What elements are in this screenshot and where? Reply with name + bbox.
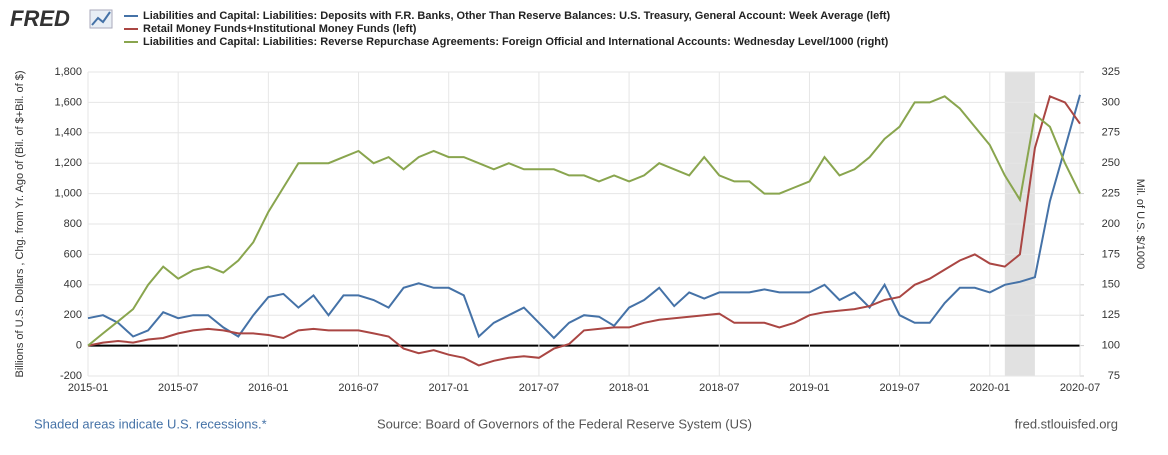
y2-tick-label: 300 xyxy=(1102,96,1120,108)
x-tick-label: 2017-01 xyxy=(429,382,469,394)
x-tick-label: 2020-01 xyxy=(970,382,1010,394)
y-tick-label: 1,200 xyxy=(54,157,82,169)
x-tick-label: 2018-07 xyxy=(699,382,739,394)
x-tick-label: 2016-07 xyxy=(338,382,378,394)
y2-tick-label: 200 xyxy=(1102,218,1120,230)
y-tick-label: 600 xyxy=(64,248,82,260)
y-tick-label: 200 xyxy=(64,309,82,321)
series-line xyxy=(87,94,1081,340)
y2-tick-label: 175 xyxy=(1102,248,1120,260)
y2-tick-label: 100 xyxy=(1102,340,1120,352)
y2-tick-label: 325 xyxy=(1102,66,1120,78)
x-tick-label: 2018-01 xyxy=(609,382,649,394)
logo: FRED xyxy=(10,6,70,31)
recession-note[interactable]: Shaded areas indicate U.S. recessions.* xyxy=(34,416,267,431)
y2-tick-label: 150 xyxy=(1102,279,1120,291)
y-tick-label: -200 xyxy=(60,370,82,382)
x-tick-label: 2019-07 xyxy=(879,382,919,394)
x-tick-label: 2020-07 xyxy=(1060,382,1100,394)
logo-icon xyxy=(89,9,113,29)
y-tick-label: 800 xyxy=(64,218,82,230)
site: fred.stlouisfed.org xyxy=(1015,416,1118,431)
y2-tick-label: 225 xyxy=(1102,188,1120,200)
legend-label: Liabilities and Capital: Liabilities: Re… xyxy=(143,36,889,48)
y2-tick-label: 250 xyxy=(1102,157,1120,169)
y2-tick-label: 275 xyxy=(1102,127,1120,139)
y-tick-label: 1,000 xyxy=(54,188,82,200)
y2-tick-label: 125 xyxy=(1102,309,1120,321)
series-line xyxy=(87,94,1081,367)
y-tick-label: 1,800 xyxy=(54,66,82,78)
y-tick-label: 400 xyxy=(64,279,82,291)
x-tick-label: 2019-01 xyxy=(789,382,829,394)
x-tick-label: 2015-07 xyxy=(158,382,198,394)
source: Source: Board of Governors of the Federa… xyxy=(377,416,752,431)
y-tick-label: 1,400 xyxy=(54,127,82,139)
x-tick-label: 2016-01 xyxy=(248,382,288,394)
series-line xyxy=(87,95,1081,347)
legend-label: Liabilities and Capital: Liabilities: De… xyxy=(143,10,891,22)
x-tick-label: 2015-01 xyxy=(68,382,108,394)
y-tick-label: 0 xyxy=(76,340,82,352)
y-tick-label: 1,600 xyxy=(54,96,82,108)
legend-label: Retail Money Funds+Institutional Money F… xyxy=(143,23,417,35)
x-tick-label: 2017-07 xyxy=(519,382,559,394)
y-axis-label: Billions of U.S. Dollars , Chg. from Yr.… xyxy=(14,70,26,377)
y2-tick-label: 75 xyxy=(1108,370,1120,382)
y2-axis-label: Mil. of U.S. $/1000 xyxy=(1134,179,1146,270)
